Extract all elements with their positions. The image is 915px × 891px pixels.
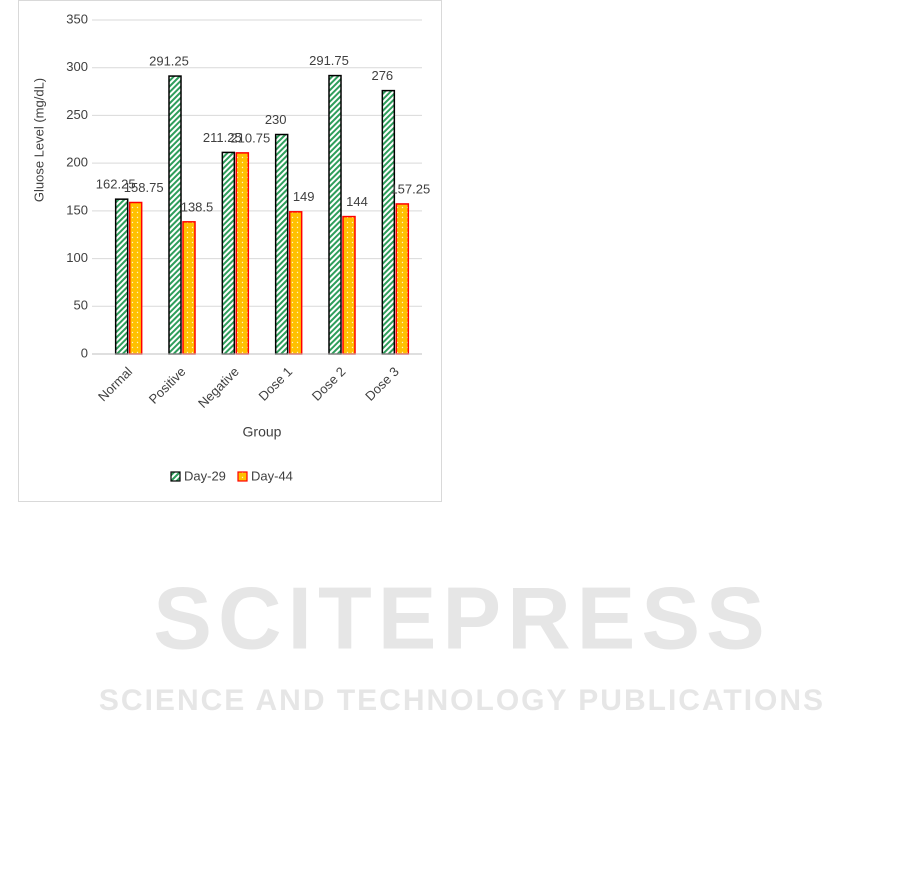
y-tick-label: 50 <box>74 298 88 313</box>
bar <box>381 89 396 355</box>
value-label: 162.25 <box>96 177 136 192</box>
y-tick-label: 350 <box>66 11 88 26</box>
value-label: 291.25 <box>149 54 189 69</box>
value-label: 230 <box>265 112 287 127</box>
value-label: 291.75 <box>309 53 349 68</box>
x-tick-label: Dose 1 <box>255 364 295 404</box>
value-label: 276 <box>371 68 393 83</box>
value-label: 138.5 <box>181 199 214 214</box>
chart-border <box>18 0 442 502</box>
bar <box>128 201 143 355</box>
watermark-title: SCITEPRESS <box>153 568 770 667</box>
x-tick-label: Normal <box>95 364 135 404</box>
value-label: 149 <box>293 189 315 204</box>
bar <box>395 203 410 355</box>
bar <box>168 75 182 355</box>
y-axis-title: Gluose Level (mg/dL) <box>31 78 46 202</box>
y-tick-label: 150 <box>66 202 88 217</box>
legend-swatch <box>237 471 248 482</box>
y-tick-label: 0 <box>81 345 88 360</box>
x-tick-label: Negative <box>195 364 242 411</box>
watermark-subtitle: SCIENCE AND TECHNOLOGY PUBLICATIONS <box>99 684 825 717</box>
legend-swatch <box>170 471 181 482</box>
bar <box>288 211 303 355</box>
legend-label: Day-44 <box>251 468 293 483</box>
value-label: 211.25 <box>203 130 242 145</box>
y-tick-label: 100 <box>66 250 88 265</box>
bar <box>342 215 356 355</box>
bar <box>221 151 236 355</box>
bar <box>235 152 250 355</box>
x-tick-label: Positive <box>146 364 189 407</box>
x-tick-label: Dose 2 <box>309 364 349 404</box>
value-label: 210.75 <box>230 130 270 145</box>
y-tick-label: 200 <box>66 155 88 170</box>
bar <box>274 133 289 355</box>
x-axis-title: Group <box>243 424 282 440</box>
y-tick-label: 300 <box>66 59 88 74</box>
bar <box>114 198 129 355</box>
value-label: 144 <box>346 194 368 209</box>
value-label: 157.25 <box>390 181 430 196</box>
bar <box>328 74 342 355</box>
bar <box>182 221 196 355</box>
y-tick-label: 250 <box>66 107 88 122</box>
value-label: 158.75 <box>124 180 164 195</box>
legend-label: Day-29 <box>184 468 226 483</box>
x-tick-label: Dose 3 <box>362 364 402 404</box>
